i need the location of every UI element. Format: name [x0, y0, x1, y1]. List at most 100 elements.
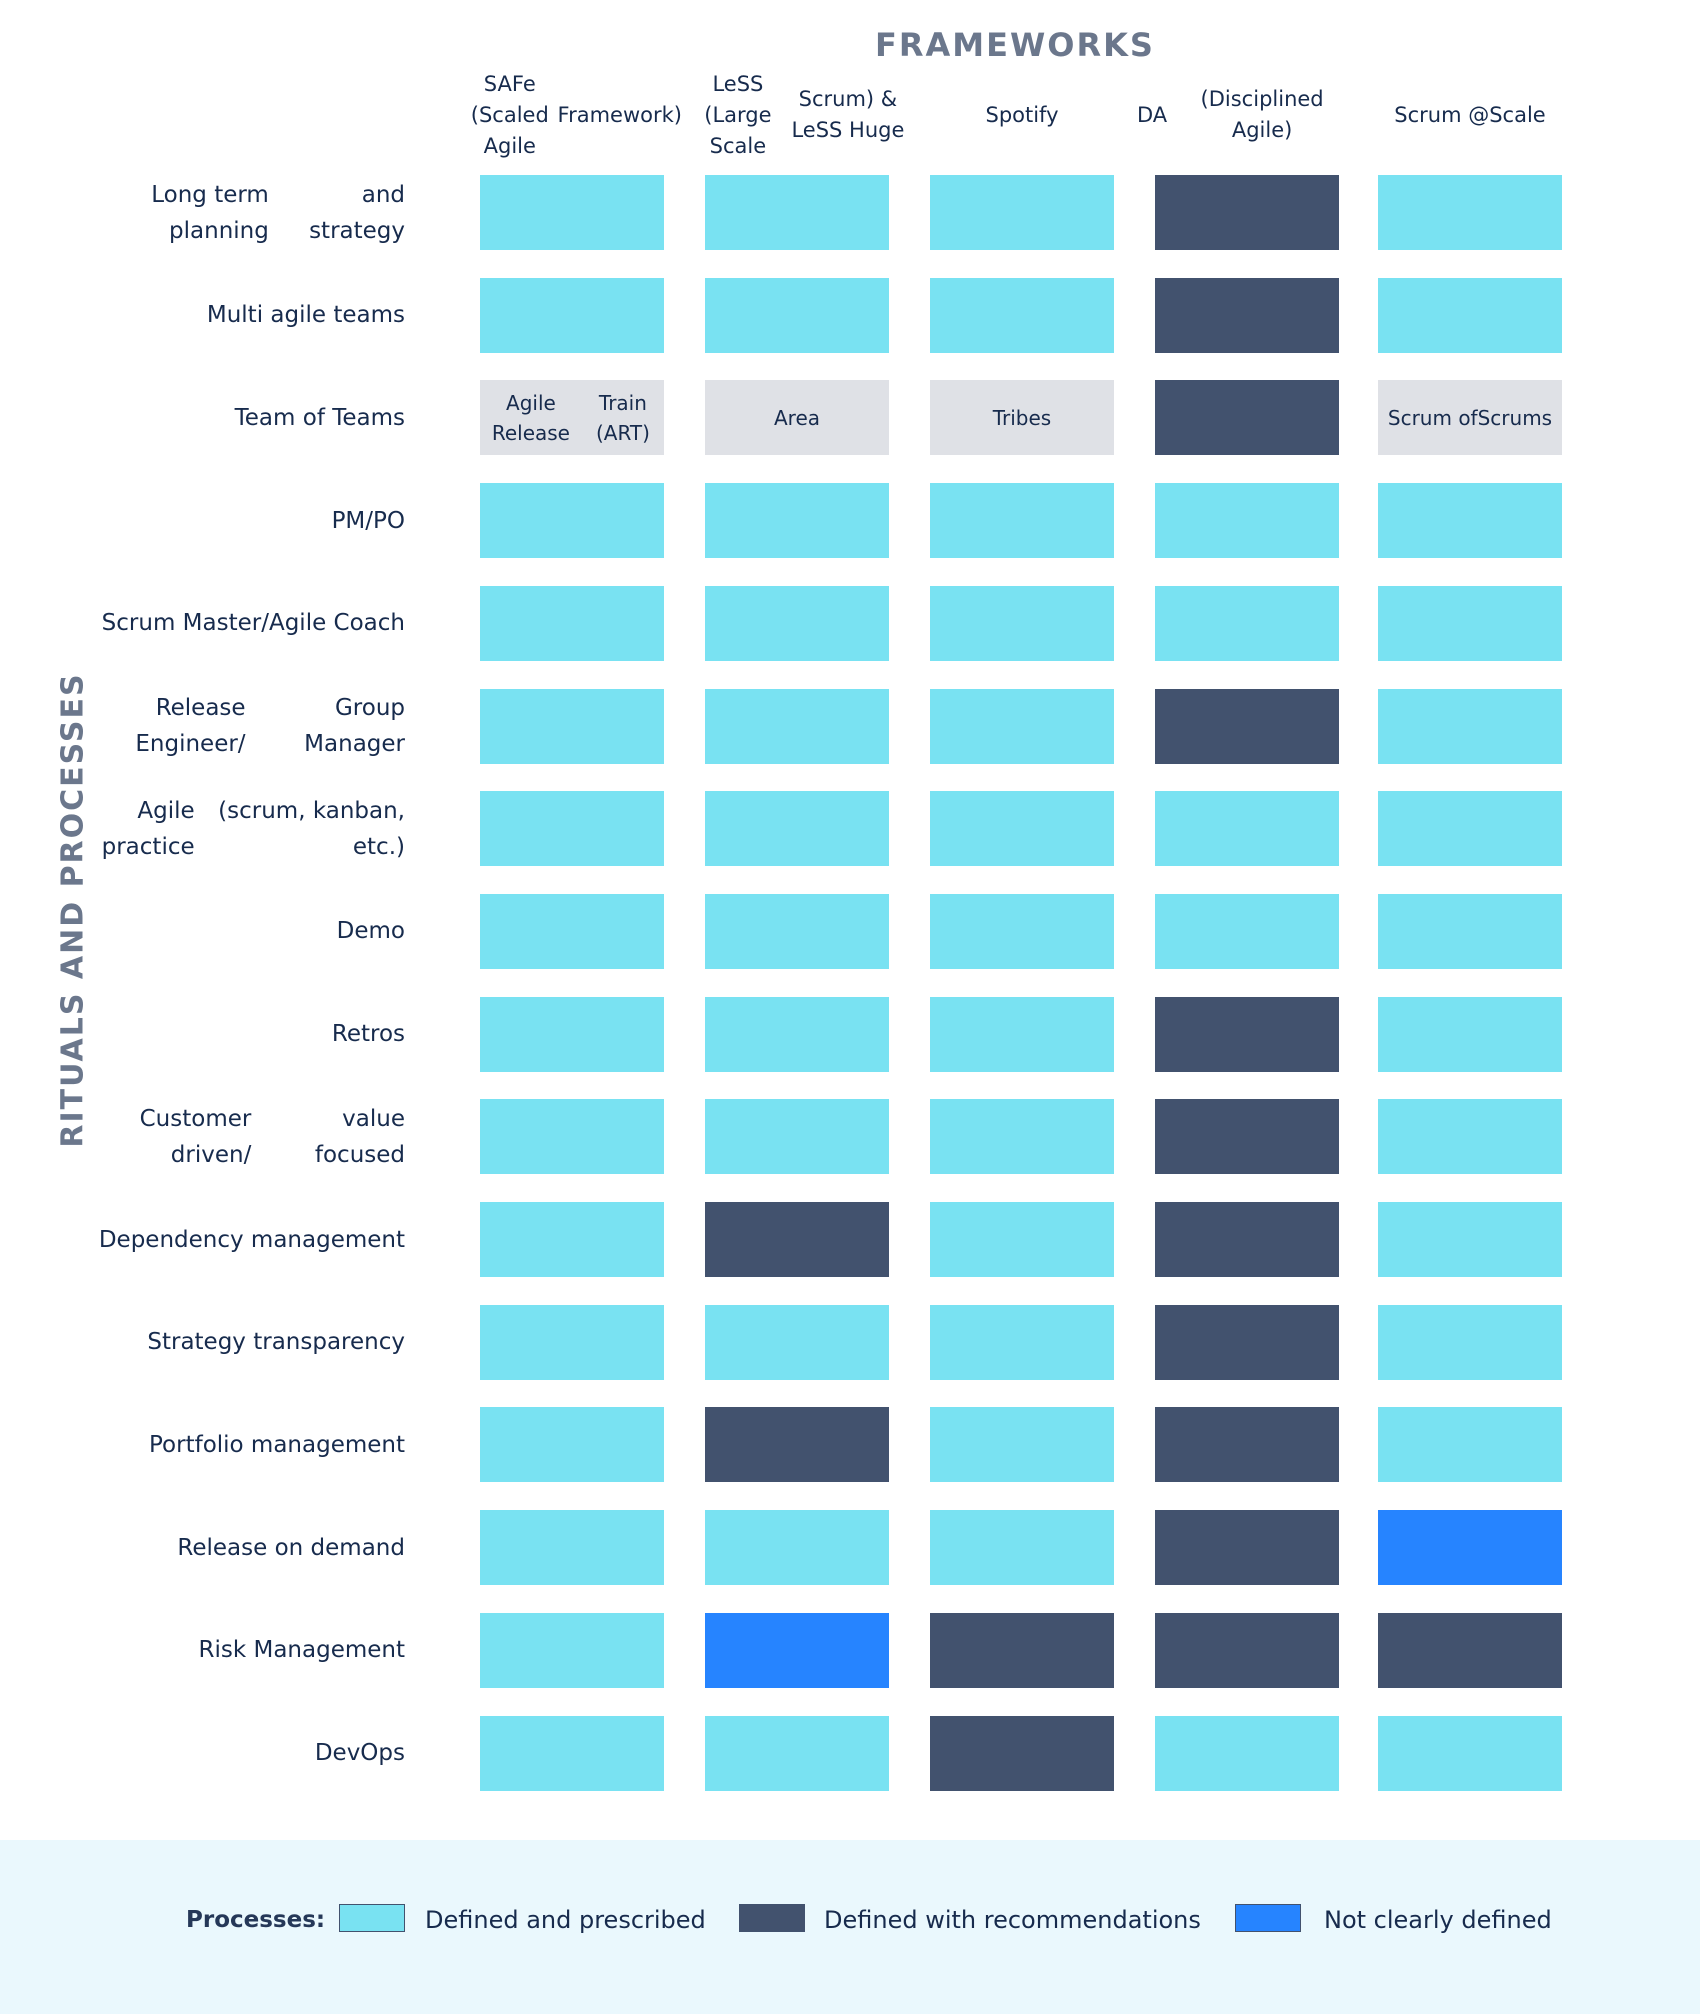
- text-line: Scrums: [1477, 405, 1553, 430]
- legend-label-recommend: Defined with recommendations: [824, 1906, 1201, 1934]
- text-line: LeSS (Large Scale: [704, 71, 772, 158]
- cell-defined: [480, 791, 664, 867]
- cell-defined: [930, 483, 1114, 559]
- cell-defined: [480, 688, 664, 764]
- text-line: Demo: [336, 918, 405, 945]
- cell-defined: [705, 996, 889, 1072]
- cell-defined: [480, 175, 664, 250]
- cell-defined: [1378, 1202, 1562, 1277]
- cell-recommend: [930, 1715, 1114, 1791]
- cell-recommend: [1155, 1612, 1339, 1688]
- cell-recommend: [1378, 1612, 1562, 1688]
- frameworks-title: FRAMEWORKS: [875, 26, 1155, 64]
- cell-defined: [1378, 893, 1562, 969]
- cell-defined: [930, 585, 1114, 661]
- cell-defined: [480, 1510, 664, 1586]
- cell-defined: [1155, 585, 1339, 661]
- cell-defined: [930, 791, 1114, 867]
- cell-named: Agile Release Train (ART): [480, 380, 664, 456]
- text-line: (Disciplined Agile): [1200, 87, 1324, 142]
- cell-defined: [705, 585, 889, 661]
- text-line: Scale: [1489, 102, 1546, 127]
- cell-defined: [1378, 1099, 1562, 1175]
- cell-defined: [1378, 1304, 1562, 1380]
- cell-defined: [705, 175, 889, 250]
- text-line: Dependency management: [98, 1226, 405, 1253]
- text-line: Agile Release: [491, 390, 570, 445]
- cell-named: Tribes: [930, 380, 1114, 456]
- cell-named: Scrum of Scrums: [1378, 380, 1562, 456]
- cell-defined: [1378, 175, 1562, 250]
- cell-recommend: [1155, 175, 1339, 250]
- cell-defined: [480, 1407, 664, 1483]
- cell-defined: [705, 1715, 889, 1791]
- row-label: Release Engineer/Group Manager: [60, 689, 405, 764]
- cell-defined: [1378, 791, 1562, 867]
- column-header: Spotify: [912, 80, 1132, 150]
- cell-recommend: [1155, 688, 1339, 764]
- cell-defined: [705, 1304, 889, 1380]
- cell-defined: [480, 1099, 664, 1175]
- row-label: Demo: [60, 894, 405, 969]
- cell-defined: [930, 175, 1114, 250]
- legend-label-defined: Defined and prescribed: [425, 1906, 706, 1934]
- legend-title: Processes:: [186, 1907, 326, 1933]
- text-line: value focused: [314, 1105, 405, 1168]
- cell-recommend: [1155, 1099, 1339, 1175]
- cell-defined: [1378, 688, 1562, 764]
- cell-recommend: [930, 1612, 1114, 1688]
- row-label: Strategy transparency: [60, 1305, 405, 1380]
- text-line: Agile Coach: [268, 610, 405, 637]
- cell-defined: [705, 1510, 889, 1586]
- cell-named: Area: [705, 380, 889, 456]
- cell-defined: [480, 893, 664, 969]
- text-line: Team of Teams: [234, 404, 405, 431]
- legend-label-unclear: Not clearly defined: [1324, 1906, 1552, 1934]
- legend-swatch-defined: [339, 1904, 405, 1932]
- row-label: Long term planning and strategy: [60, 175, 405, 250]
- cell-defined: [480, 585, 664, 661]
- cell-defined: [1378, 277, 1562, 353]
- text-line: Customer driven/: [139, 1105, 252, 1168]
- text-line: Multi agile teams: [206, 302, 405, 329]
- cell-defined: [705, 688, 889, 764]
- text-line: Strategy transparency: [147, 1329, 405, 1356]
- cell-defined: [1155, 791, 1339, 867]
- text-line: Release Engineer/: [135, 695, 246, 757]
- text-line: Portfolio management: [149, 1431, 405, 1458]
- cell-defined: [930, 1202, 1114, 1277]
- text-line: and strategy: [309, 181, 405, 244]
- cell-defined: [480, 1715, 664, 1791]
- cell-recommend: [1155, 277, 1339, 353]
- cell-defined: [930, 1407, 1114, 1483]
- cell-defined: [930, 688, 1114, 764]
- text-line: Scrum @: [1394, 102, 1490, 127]
- column-header: SAFe (Scaled Agile Framework): [462, 72, 682, 158]
- row-label: Risk Management: [60, 1613, 406, 1688]
- text-line: Retros: [331, 1021, 405, 1048]
- cell-defined: [1378, 483, 1562, 559]
- cell-recommend: [1155, 1202, 1339, 1277]
- text-line: Train (ART): [595, 390, 650, 445]
- text-line: Long term planning: [151, 181, 269, 244]
- cell-unclear: [705, 1612, 889, 1688]
- text-line: PM/PO: [331, 507, 405, 534]
- legend-swatch-unclear: [1235, 1904, 1301, 1932]
- row-label: Release on demand: [60, 1510, 405, 1585]
- legend-bar: [0, 1840, 1700, 2014]
- cell-defined: [1378, 996, 1562, 1072]
- row-label: Customer driven/value focused: [60, 1099, 405, 1174]
- text-line: Scrum of: [1387, 405, 1478, 430]
- cell-defined: [1378, 1715, 1562, 1791]
- text-line: DevOps: [314, 1740, 405, 1766]
- cell-defined: [480, 1202, 664, 1277]
- cell-defined: [930, 996, 1114, 1072]
- cell-defined: [930, 893, 1114, 969]
- column-header: Scrum @ Scale: [1360, 80, 1580, 150]
- cell-defined: [1155, 483, 1339, 559]
- cell-recommend: [1155, 1304, 1339, 1380]
- text-line: Area: [773, 405, 821, 430]
- text-line: Risk Management: [198, 1637, 406, 1664]
- cell-defined: [705, 277, 889, 353]
